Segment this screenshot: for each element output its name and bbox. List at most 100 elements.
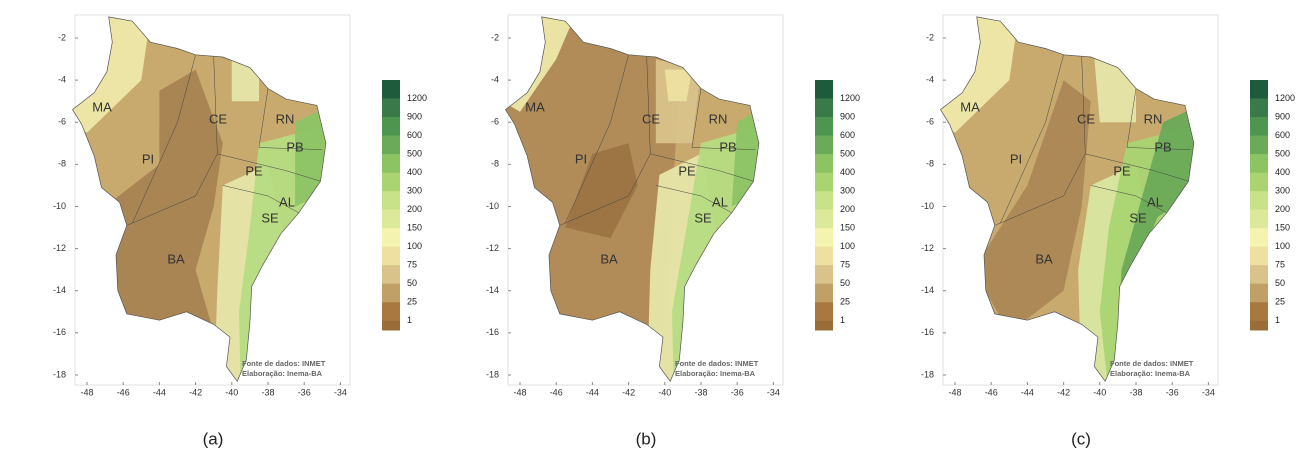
legend-label: 1: [840, 315, 845, 325]
y-tick-label: -6: [58, 117, 66, 127]
legend-swatch: [815, 80, 833, 100]
y-tick-label: -16: [53, 327, 66, 337]
legend-swatch: [382, 135, 400, 155]
legend-swatch: [1250, 283, 1268, 303]
state-label: PI: [1010, 151, 1022, 166]
legend-swatch: [382, 302, 400, 322]
rain-zone: [731, 101, 759, 207]
x-tick-label: -46: [117, 387, 130, 397]
legend-swatch: [815, 209, 833, 229]
panel-caption: (c): [1071, 429, 1091, 448]
x-tick-label: -44: [153, 387, 166, 397]
y-tick-label: -12: [53, 243, 66, 253]
x-tick-label: -44: [1021, 387, 1034, 397]
y-tick-label: -4: [926, 74, 934, 84]
x-tick-label: -48: [80, 387, 93, 397]
x-tick-label: -40: [225, 387, 238, 397]
y-tick-label: -18: [486, 369, 499, 379]
x-tick-label: -48: [513, 387, 526, 397]
y-tick-label: -4: [58, 74, 66, 84]
y-tick-label: -8: [926, 159, 934, 169]
legend-swatch: [382, 98, 400, 118]
legend-label: 900: [1275, 111, 1290, 121]
state-label: SE: [261, 210, 279, 225]
legend-swatch: [1250, 154, 1268, 174]
legend-swatch: [382, 246, 400, 266]
x-tick-label: -34: [334, 387, 347, 397]
state-borders: [559, 54, 756, 226]
legend-swatch: [1250, 191, 1268, 211]
x-tick-label: -36: [731, 387, 744, 397]
y-tick-label: -18: [53, 369, 66, 379]
map-panel: -48 -46 -44 -42 -40 -38 -36 -34 -2 -4 -6 -8 -10 -12 -1…: [921, 14, 1295, 448]
state-label: MA: [960, 99, 980, 114]
legend-label: 400: [407, 167, 422, 177]
rain-zone: [105, 69, 223, 333]
source-line: Fonte de dados: INMET: [1110, 359, 1194, 368]
x-tick-label: -42: [189, 387, 202, 397]
y-tick-label: -14: [486, 285, 499, 295]
legend-label: 300: [840, 185, 855, 195]
legend-swatch: [815, 172, 833, 192]
legend-label: 25: [407, 297, 417, 307]
source-line: Fonte de dados: INMET: [242, 359, 326, 368]
x-tick-label: -42: [1057, 387, 1070, 397]
y-tick-label: -12: [921, 243, 934, 253]
legend-swatch: [815, 283, 833, 303]
y-tick-label: -16: [486, 327, 499, 337]
panel-caption: (b): [636, 429, 657, 448]
x-tick-label: -42: [622, 387, 635, 397]
legend-label: 600: [1275, 130, 1290, 140]
state-label: RN: [276, 111, 295, 126]
legend-label: 75: [407, 260, 417, 270]
legend-label: 150: [407, 223, 422, 233]
state-label: CE: [1077, 111, 1095, 126]
legend-label: 1: [1275, 315, 1280, 325]
legend-swatch: [815, 246, 833, 266]
x-tick-label: -38: [1129, 387, 1142, 397]
source-line: Fonte de dados: INMET: [675, 359, 759, 368]
legend-swatch: [1250, 117, 1268, 137]
state-label: MA: [525, 99, 545, 114]
legend-label: 500: [407, 148, 422, 158]
legend-swatch: [382, 191, 400, 211]
x-tick-label: -40: [658, 387, 671, 397]
legend-label: 100: [1275, 241, 1290, 251]
legend-label: 50: [1275, 278, 1285, 288]
legend-swatch: [1250, 172, 1268, 192]
state-label: PB: [286, 139, 303, 154]
y-tick-label: -6: [926, 117, 934, 127]
legend-label: 200: [1275, 204, 1290, 214]
y-tick-label: -14: [921, 285, 934, 295]
state-label: PI: [142, 151, 154, 166]
rain-zone: [1114, 101, 1194, 382]
plot-frame: [507, 14, 784, 386]
plot-frame: [942, 14, 1219, 386]
legend-swatch: [1250, 320, 1268, 331]
legend-swatch: [815, 191, 833, 211]
y-tick-label: -16: [921, 327, 934, 337]
legend-label: 100: [840, 241, 855, 251]
x-tick-label: -44: [586, 387, 599, 397]
legend-swatch: [1250, 98, 1268, 118]
legend-label: 1200: [1275, 93, 1295, 103]
legend-swatch: [382, 228, 400, 248]
legend-label: 200: [407, 204, 422, 214]
x-tick-label: -38: [261, 387, 274, 397]
legend-label: 300: [1275, 185, 1290, 195]
state-label: AL: [712, 194, 728, 209]
x-tick-label: -36: [1166, 387, 1179, 397]
x-tick-label: -46: [550, 387, 563, 397]
map-panel: -48 -46 -44 -42 -40 -38 -36 -34 -2 -4 -6 -8 -10 -12 -1…: [486, 14, 860, 448]
state-label: PB: [719, 139, 736, 154]
state-label: CE: [209, 111, 227, 126]
x-tick-label: -40: [1093, 387, 1106, 397]
legend-label: 75: [1275, 260, 1285, 270]
legend-label: 50: [840, 278, 850, 288]
state-label: BA: [600, 251, 618, 266]
y-tick-label: -10: [921, 201, 934, 211]
y-tick-label: -4: [491, 74, 499, 84]
state-label: PB: [1154, 139, 1171, 154]
legend-label: 150: [840, 223, 855, 233]
